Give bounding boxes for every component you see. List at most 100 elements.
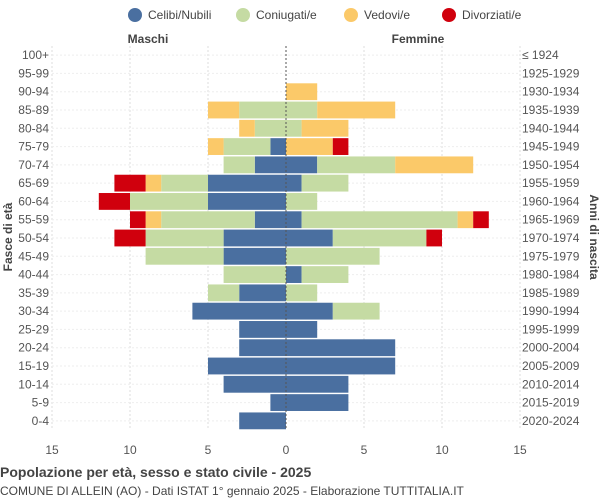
legend-swatch (344, 8, 358, 22)
bar-male-65-69 (114, 174, 146, 192)
bar-female-85-89 (286, 101, 318, 119)
birth-year-tick-label: 1990-1994 (522, 304, 580, 318)
bar-male-45-49 (145, 247, 224, 265)
birth-year-tick-label: 1930-1934 (522, 85, 580, 99)
x-tick-label: 15 (513, 443, 527, 457)
bar-female-90-94 (286, 83, 318, 101)
bar-female-40-44 (286, 266, 302, 283)
bar-female-25-29 (286, 321, 318, 338)
bar-male-55-59 (145, 211, 162, 229)
birth-year-tick-labels: ≤ 1924 1925-1929 1930-1934 1935-1939 1940-19… (522, 48, 580, 428)
age-tick-label: 0-4 (32, 414, 50, 428)
birth-year-tick-label: 1940-1944 (522, 121, 580, 135)
age-tick-label: 55-59 (18, 213, 49, 227)
bar-female-50-54 (286, 229, 333, 247)
bar-female-70-74 (286, 156, 318, 174)
legend-swatch (128, 8, 142, 22)
bar-female-65-69 (286, 174, 302, 192)
birth-year-tick-label: 1965-1969 (522, 213, 580, 227)
age-tick-label: 5-9 (32, 396, 50, 410)
bar-female-15-19 (286, 357, 396, 375)
legend-swatch (236, 8, 250, 22)
bar-female-80-84 (286, 119, 302, 137)
bar-female-45-49 (286, 247, 380, 265)
age-tick-label: 95-99 (18, 66, 49, 80)
bar-male-5-9 (270, 394, 286, 411)
bar-male-70-74 (223, 156, 255, 174)
legend-label: Coniugati/e (256, 8, 317, 22)
birth-year-tick-label: 2005-2009 (522, 359, 580, 373)
bar-male-25-29 (239, 321, 286, 338)
age-tick-label: 10-14 (18, 377, 49, 391)
bar-male-60-64 (130, 193, 208, 210)
bar-female-30-34 (286, 302, 333, 320)
bar-male-55-59 (161, 211, 255, 229)
y-axis-title-left: Fasce di età (1, 202, 15, 271)
bar-female-80-84 (301, 119, 349, 137)
birth-year-tick-label: 1960-1964 (522, 194, 580, 208)
bar-male-75-79 (223, 138, 271, 155)
birth-year-tick-label: 1935-1939 (522, 103, 580, 117)
bar-male-45-49 (223, 247, 286, 265)
chart-subtitle: COMUNE DI ALLEIN (AO) - Dati ISTAT 1° ge… (0, 484, 464, 498)
age-tick-label: 90-94 (18, 85, 49, 99)
bar-female-55-59 (286, 211, 302, 229)
bar-female-55-59 (301, 211, 458, 229)
bar-male-70-74 (254, 156, 286, 174)
birth-year-tick-label: 1985-1989 (522, 286, 580, 300)
age-tick-label: 80-84 (18, 121, 49, 135)
x-tick-labels: 15 10 5 0 5 10 15 (45, 443, 527, 457)
bar-male-65-69 (161, 174, 208, 192)
x-tick-label: 10 (435, 443, 449, 457)
age-tick-label: 60-64 (18, 194, 49, 208)
bar-male-50-54 (223, 229, 286, 247)
age-tick-label: 45-49 (18, 249, 49, 263)
bar-female-75-79 (286, 138, 333, 155)
bar-male-85-89 (239, 101, 286, 119)
birth-year-tick-label: 1955-1959 (522, 176, 580, 190)
bar-male-15-19 (208, 357, 286, 375)
bar-male-55-59 (254, 211, 286, 229)
bar-female-40-44 (301, 266, 349, 283)
bar-male-75-79 (270, 138, 286, 155)
bar-female-30-34 (332, 302, 380, 320)
birth-year-tick-label: ≤ 1924 (522, 48, 559, 62)
bars (98, 46, 489, 430)
bar-female-5-9 (286, 394, 349, 411)
birth-year-tick-label: 1980-1984 (522, 268, 580, 282)
bar-female-50-54 (332, 229, 427, 247)
age-tick-label: 50-54 (18, 231, 49, 245)
age-tick-label: 15-19 (18, 359, 49, 373)
legend-swatch (442, 8, 456, 22)
bar-male-55-59 (130, 211, 146, 229)
birth-year-tick-label: 1975-1979 (522, 249, 580, 263)
x-tick-label: 15 (45, 443, 59, 457)
bar-male-60-64 (208, 193, 286, 210)
bar-male-0-4 (239, 412, 286, 430)
bar-female-85-89 (317, 101, 396, 119)
bar-female-35-39 (286, 284, 318, 302)
bar-female-55-59 (457, 211, 474, 229)
age-tick-label: 40-44 (18, 268, 49, 282)
birth-year-tick-label: 2020-2024 (522, 414, 580, 428)
age-tick-label: 30-34 (18, 304, 49, 318)
x-tick-label: 10 (123, 443, 137, 457)
age-tick-label: 25-29 (18, 322, 49, 336)
age-tick-label: 100+ (22, 48, 49, 62)
bar-female-55-59 (473, 211, 489, 229)
bar-female-70-74 (395, 156, 474, 174)
bar-male-50-54 (145, 229, 224, 247)
x-tick-label: 5 (361, 443, 368, 457)
bar-female-75-79 (332, 138, 349, 155)
bar-female-70-74 (317, 156, 396, 174)
x-tick-label: 0 (283, 443, 290, 457)
birth-year-tick-label: 1995-1999 (522, 322, 580, 336)
right-header: Femmine (392, 32, 445, 46)
bar-male-80-84 (254, 119, 286, 137)
bar-male-20-24 (239, 339, 286, 357)
chart-title: Popolazione per età, sesso e stato civil… (0, 464, 312, 480)
age-tick-label: 70-74 (18, 158, 49, 172)
birth-year-tick-label: 1945-1949 (522, 140, 580, 154)
bar-male-35-39 (208, 284, 240, 302)
